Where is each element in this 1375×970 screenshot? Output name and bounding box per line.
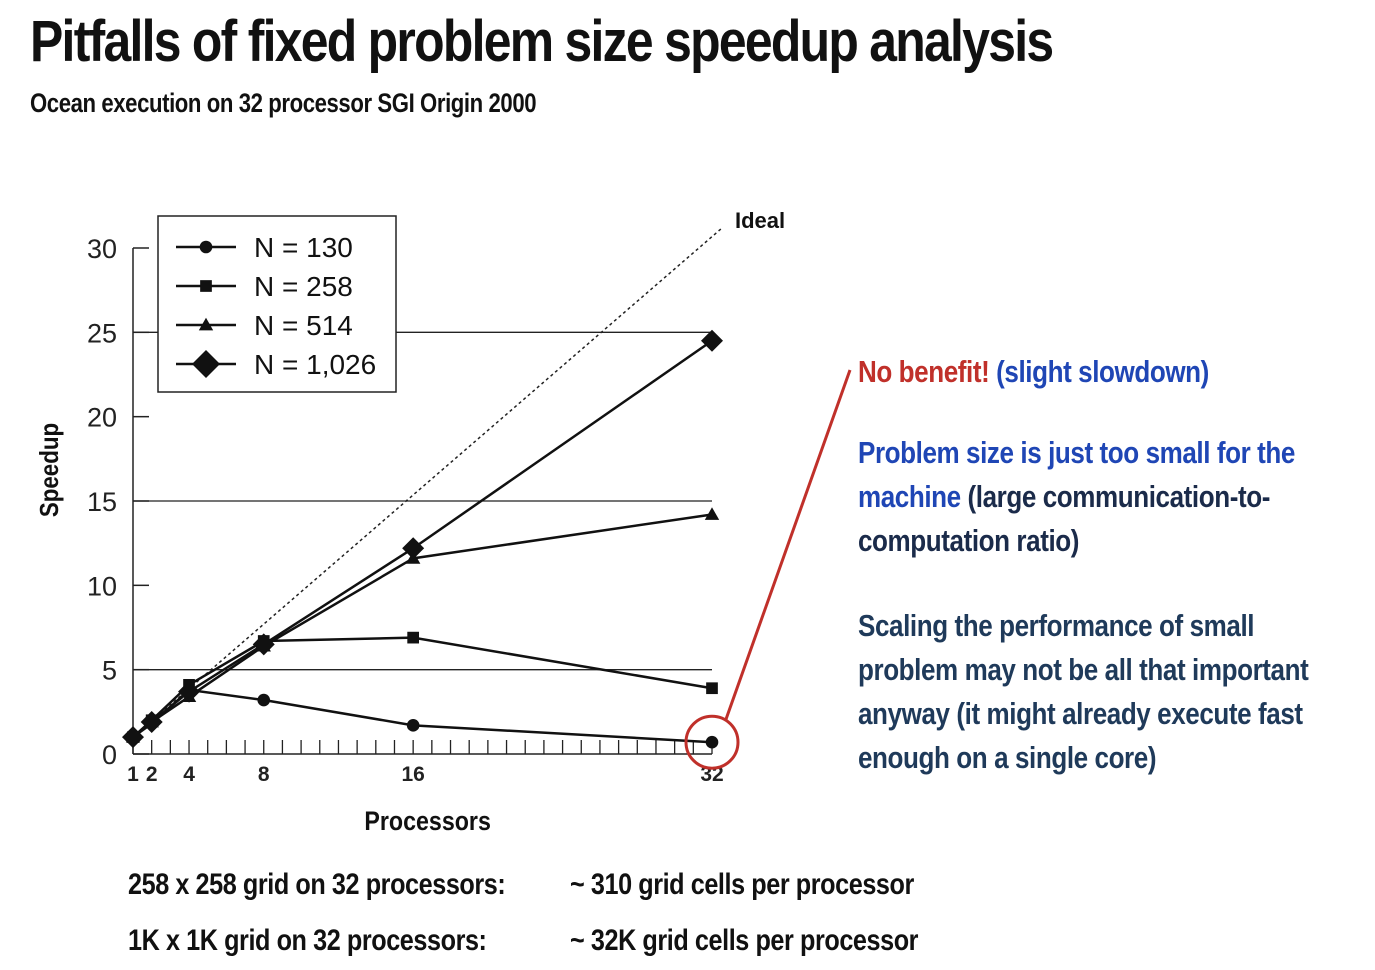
callout-scaling-line2: problem may not be all that important [858, 652, 1309, 687]
slide-title: Pitfalls of fixed problem size speedup a… [30, 9, 1054, 74]
legend-marker-0 [199, 240, 213, 254]
ideal-label: Ideal [735, 208, 785, 233]
callout-problem-size-line3: computation ratio) [858, 523, 1080, 558]
legend-label-2: N = 514 [254, 310, 353, 341]
x-axis-label: Processors [364, 806, 490, 836]
callout-problem-size-line1: Problem size is just too small for the [858, 435, 1295, 470]
callout-no-benefit-red: No benefit! [858, 354, 990, 389]
y-tick-label-25: 25 [87, 318, 117, 348]
legend-label-3: N = 1,026 [254, 349, 376, 380]
x-tick-label-2: 2 [146, 763, 158, 786]
grid-row-label-1: 1K x 1K grid on 32 processors: [128, 924, 487, 957]
callout-scaling-line3: anyway (it might already execute fast [858, 696, 1303, 731]
callout-scaling-line1: Scaling the performance of small [858, 608, 1255, 643]
x-tick-label-4: 4 [183, 763, 195, 786]
series-3-point-2 [178, 680, 201, 703]
series-3-point-4 [402, 537, 425, 560]
legend-marker-3 [192, 350, 220, 378]
highlight-connector [724, 369, 852, 720]
series-0-point-5 [705, 735, 719, 749]
series-line-0 [132, 688, 713, 744]
y-tick-label-0: 0 [102, 740, 117, 770]
slide-subtitle: Ocean execution on 32 processor SGI Orig… [30, 88, 537, 118]
callout-scaling-line4: enough on a single core) [858, 740, 1157, 775]
x-tick-label-16: 16 [401, 763, 424, 786]
series-3-point-1 [140, 710, 163, 733]
y-tick-label-20: 20 [87, 403, 117, 433]
series-2-point-5 [704, 507, 720, 520]
legend-marker-1 [200, 280, 212, 292]
legend-label-0: N = 130 [254, 232, 353, 263]
y-axis-label: Speedup [35, 423, 64, 517]
y-tick-label-5: 5 [102, 656, 117, 686]
ideal-line [132, 227, 723, 738]
legend-label-1: N = 258 [254, 271, 353, 302]
callout-no-benefit: No benefit! (slight slowdown) [858, 350, 1209, 394]
highlight-circle [684, 714, 740, 770]
y-tick-label-15: 15 [87, 487, 117, 517]
series-3-point-0 [122, 726, 144, 749]
series-0-point-3 [257, 693, 271, 707]
callout-problem-size: Problem size is just too small for the m… [858, 431, 1295, 563]
series-line-3 [132, 339, 713, 739]
series-1-point-4 [407, 631, 420, 644]
series-3-point-3 [252, 633, 275, 656]
grid-row-value-1: ~ 32K grid cells per processor [570, 924, 919, 957]
callout-problem-size-machine: machine [858, 479, 961, 514]
x-tick-label-8: 8 [258, 763, 270, 786]
legend-marker-2 [198, 317, 214, 331]
callout-no-benefit-blue: (slight slowdown) [996, 354, 1209, 389]
callout-problem-size-ratio: (large communication-to- [967, 479, 1271, 514]
callout-problem-size-line2: machine (large communication-to- [858, 475, 1295, 519]
series-line-1 [132, 636, 713, 739]
y-tick-label-10: 10 [87, 571, 117, 601]
callout-scaling: Scaling the performance of small problem… [858, 604, 1309, 780]
grid-row-value-0: ~ 310 grid cells per processor [570, 868, 914, 901]
y-tick-label-30: 30 [87, 234, 117, 264]
series-3-point-5 [701, 329, 723, 352]
series-0-point-4 [406, 719, 420, 732]
grid-row-label-0: 258 x 258 grid on 32 processors: [128, 868, 506, 901]
x-tick-label-1: 1 [127, 763, 139, 786]
series-1-point-5 [706, 682, 718, 695]
